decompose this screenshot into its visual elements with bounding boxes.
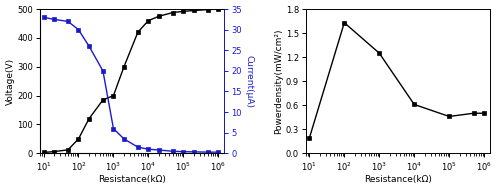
Y-axis label: Voltage(V): Voltage(V)	[5, 58, 14, 105]
Y-axis label: Current(μA): Current(μA)	[244, 55, 253, 108]
Y-axis label: Powerdensity(mW/cm²): Powerdensity(mW/cm²)	[274, 28, 283, 134]
X-axis label: Resistance(kΩ): Resistance(kΩ)	[99, 175, 166, 184]
X-axis label: Resistance(kΩ): Resistance(kΩ)	[364, 175, 432, 184]
